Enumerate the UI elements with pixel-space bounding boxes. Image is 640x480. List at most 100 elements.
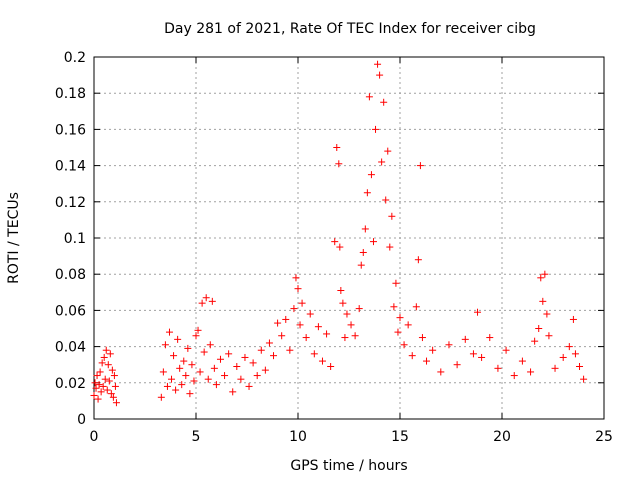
data-point [237, 375, 245, 383]
data-point [392, 279, 400, 287]
x-tick-label: 25 [595, 429, 613, 445]
data-point [94, 395, 102, 403]
data-point [206, 341, 214, 349]
data-point [102, 346, 110, 354]
data-point [478, 353, 486, 361]
data-point [341, 334, 349, 342]
data-point [159, 368, 167, 376]
data-point [202, 294, 210, 302]
data-point [111, 382, 119, 390]
data-point [261, 366, 269, 374]
data-point [91, 379, 99, 387]
x-tick-label: 0 [90, 429, 99, 445]
data-point [351, 332, 359, 340]
data-point [184, 344, 192, 352]
data-point [576, 363, 584, 371]
y-tick-label: 0.02 [55, 376, 86, 392]
data-point [531, 337, 539, 345]
data-point [186, 390, 194, 398]
data-point [112, 399, 120, 407]
data-point [494, 364, 502, 372]
data-point [327, 363, 335, 371]
data-point [569, 315, 577, 323]
data-point [343, 310, 351, 318]
data-point [359, 248, 367, 256]
data-point [331, 238, 339, 246]
data-point [453, 361, 461, 369]
data-point [97, 388, 105, 396]
data-point [225, 350, 233, 358]
data-point [110, 372, 118, 380]
data-point [347, 321, 355, 329]
data-point [109, 393, 117, 401]
data-point [245, 382, 253, 390]
data-point [390, 303, 398, 311]
data-point [92, 384, 100, 392]
data-point [282, 315, 290, 323]
data-point [386, 243, 394, 251]
data-point [253, 372, 261, 380]
data-point [101, 375, 109, 383]
data-point [204, 375, 212, 383]
data-point [180, 357, 188, 365]
data-point [174, 335, 182, 343]
data-point [274, 319, 282, 327]
y-tick-label: 0.04 [55, 340, 86, 356]
data-point [270, 352, 278, 360]
data-point [178, 381, 186, 389]
x-axis-label: GPS time / hours [290, 458, 407, 474]
data-point [541, 270, 549, 278]
data-point [170, 352, 178, 360]
data-point [318, 357, 326, 365]
data-point [163, 382, 171, 390]
data-point [423, 357, 431, 365]
y-tick-label: 0.06 [55, 303, 86, 319]
data-point [518, 357, 526, 365]
data-point [306, 310, 314, 318]
data-point [208, 297, 216, 305]
data-point [314, 323, 322, 331]
data-point [543, 310, 551, 318]
y-tick-label: 0.2 [64, 50, 86, 66]
data-point [400, 341, 408, 349]
data-point [333, 144, 341, 151]
data-point [571, 350, 579, 358]
data-point [545, 332, 553, 340]
data-point [414, 256, 422, 264]
data-point [286, 346, 294, 354]
data-point [339, 299, 347, 307]
data-point [363, 189, 371, 197]
y-ticks: 0 0.02 0.04 0.06 0.08 0.1 0.12 0.14 0.16 0.18 0.2 [55, 50, 604, 428]
data-point [298, 299, 306, 307]
data-point [408, 352, 416, 360]
data-point [337, 286, 345, 294]
data-point [474, 308, 482, 316]
data-point [107, 390, 115, 398]
data-point [361, 225, 369, 233]
x-tick-label: 10 [289, 429, 307, 445]
data-point [437, 368, 445, 376]
data-point [527, 368, 535, 376]
data-point [418, 334, 426, 342]
data-points [90, 60, 588, 407]
data-point [510, 372, 518, 380]
y-tick-label: 0.1 [64, 231, 86, 247]
data-point [335, 160, 343, 168]
x-tick-label: 5 [192, 429, 201, 445]
data-point [216, 355, 224, 363]
data-point [323, 330, 331, 338]
x-tick-label: 20 [493, 429, 511, 445]
data-point [188, 361, 196, 369]
grid-lines [94, 57, 604, 419]
data-point [357, 261, 365, 269]
data-point [198, 299, 206, 307]
data-point [265, 339, 273, 347]
y-tick-label: 0.16 [55, 122, 86, 138]
data-point [559, 353, 567, 361]
x-ticks: 0 5 10 15 20 25 [90, 57, 613, 445]
data-point [378, 158, 386, 166]
data-point [374, 60, 382, 68]
data-point [196, 368, 204, 376]
data-point [190, 377, 198, 385]
